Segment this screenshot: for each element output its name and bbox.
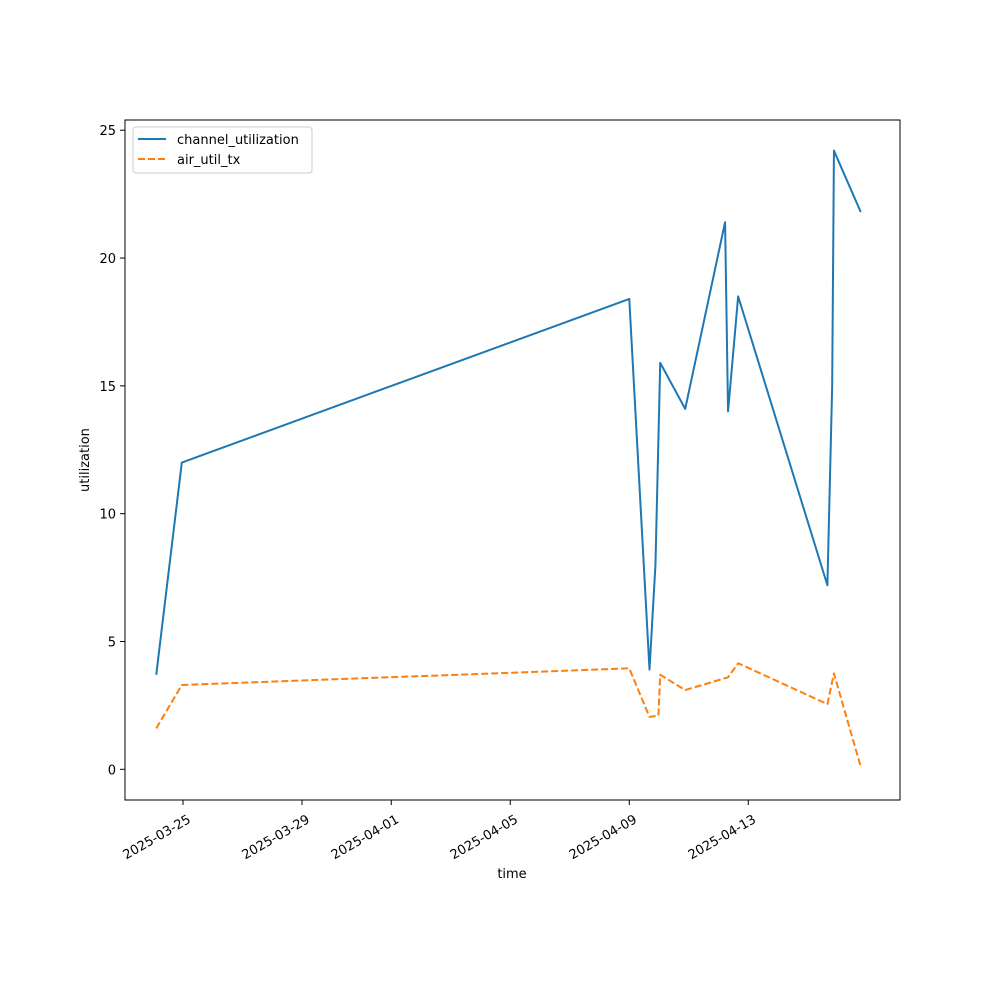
x-axis-title: time	[497, 867, 526, 882]
series-line-air-util-tx	[155, 662, 862, 768]
legend-label-channel-utilization: channel_utilization	[177, 133, 299, 148]
y-tick-label-10: 10	[99, 508, 116, 523]
y-tick-label-5: 5	[108, 636, 116, 651]
plot-frame	[124, 119, 901, 801]
plot-area	[125, 120, 900, 800]
legend-box	[132, 126, 313, 174]
series-line-channel-utilization	[155, 149, 862, 675]
legend-label-air-util-tx: air_util_tx	[177, 153, 241, 168]
y-tick-label-0: 0	[108, 763, 116, 778]
y-axis-title: utilization	[78, 428, 93, 492]
y-tick-label-15: 15	[99, 380, 116, 395]
y-tick-label-20: 20	[99, 252, 116, 267]
y-axis: 0 5 10 15 20 25	[99, 124, 125, 778]
y-tick-label-25: 25	[99, 124, 116, 139]
series-layer	[155, 149, 862, 768]
legend: channel_utilization air_util_tx	[132, 126, 313, 174]
